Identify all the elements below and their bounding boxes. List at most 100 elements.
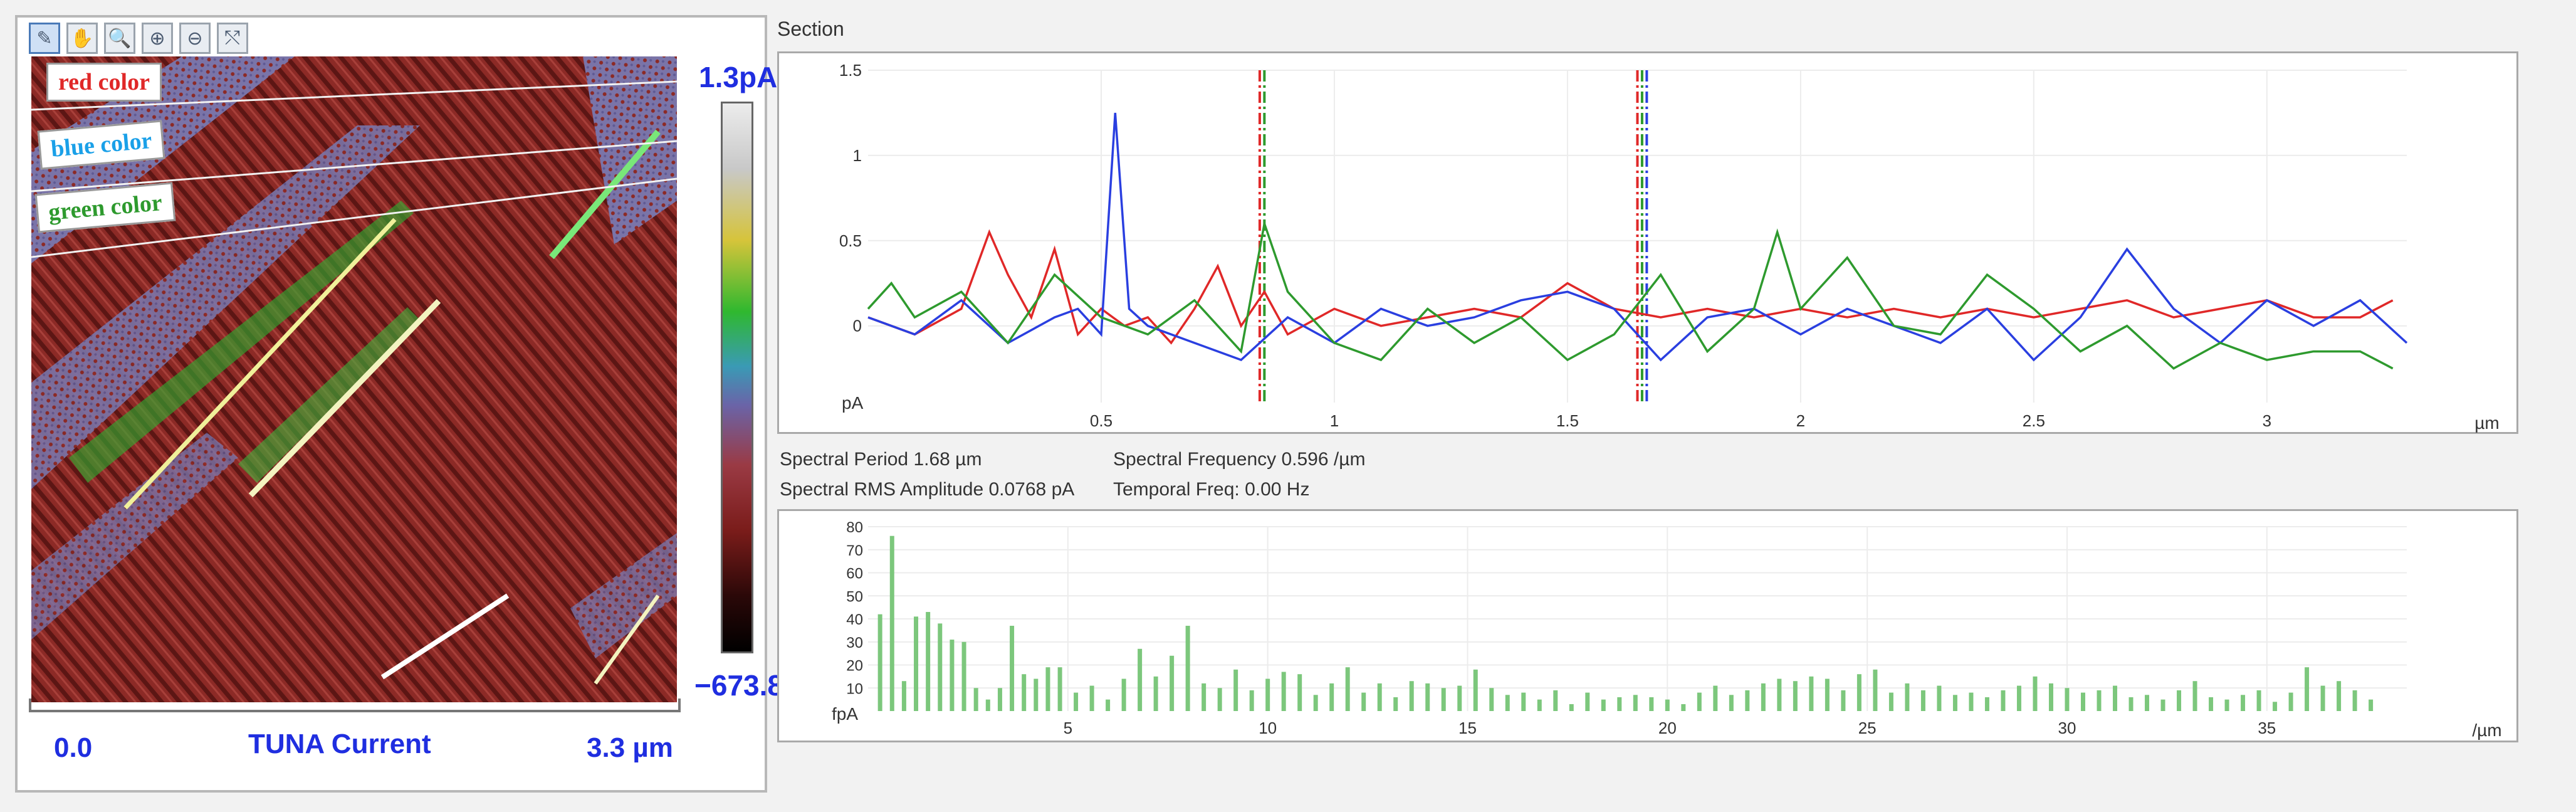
spectrum-bar [1617,697,1622,711]
spectral-frequency: Spectral Frequency 0.596 /µm [1113,449,1366,470]
bright-feature [594,594,660,685]
pan-hand-icon[interactable]: ✋ [66,23,98,54]
x-tick-label: 20 [1658,719,1677,737]
section-title: Section [777,18,844,40]
section-line-red[interactable] [31,80,677,111]
x-tick-label: 2.5 [2023,411,2045,430]
spectrum-bar [1553,690,1558,711]
zoom-out-icon[interactable]: ⊖ [179,23,211,54]
spectrum-bar [973,688,978,711]
spectrum-bar [2288,692,2293,711]
spectrum-bar [1045,667,1050,711]
spectrum-bar [1057,667,1062,711]
spectrum-bar [1841,690,1846,711]
domain-region [583,56,677,245]
colorbar-max-label: 1.3pA [699,61,778,93]
spectrum-bar [1633,695,1638,711]
spectrum-bar [1010,626,1015,711]
spectrum-bar [1537,699,1542,711]
temporal-frequency: Temporal Freq: 0.00 Hz [1113,479,1310,500]
spectrum-bar [1521,692,1526,711]
spectrum-bar [1473,669,1478,711]
zoom-in-icon[interactable]: ⊕ [142,23,173,54]
spectrum-bar [914,616,919,711]
spectrum-bar [1249,690,1254,711]
y-tick-label: 40 [846,611,863,628]
y-tick-label: 70 [846,542,863,559]
spectrum-bar [1809,676,1814,711]
bright-feature [123,218,397,510]
spectrum-bar [1920,690,1925,711]
spectrum-bar [926,611,931,711]
spectrum-bar [2320,685,2325,711]
image-toolbar: ✎ ✋ 🔍 ⊕ ⊖ ⤲ [29,23,248,55]
spectrum-bar [961,641,966,711]
y-axis-label: pA [842,393,864,413]
spectrum-bar [1138,648,1143,711]
section-line-green[interactable] [31,177,677,258]
x-tick-label: 35 [2258,719,2276,737]
spectrum-bar [2001,690,2006,711]
spectrum-bar [2273,702,2278,711]
series-line-blue [867,112,2408,362]
y-tick-label: 1.5 [839,61,862,80]
spectrum-bar [1089,685,1094,711]
y-tick-label: 20 [846,658,863,675]
spectrum-bar [2016,685,2021,711]
y-tick-label: 80 [846,519,863,536]
spectrum-bar [1361,692,1366,711]
spectrum-bar [950,640,955,711]
spectrum-bar [1777,678,1782,711]
spectrum-bar [1409,681,1414,711]
y-tick-label: 1 [853,146,862,165]
bright-feature [380,593,510,680]
cursor-icon[interactable]: ⤲ [217,23,248,54]
spectrum-bar [2352,690,2357,711]
spectrum-bar [1745,690,1750,711]
x-tick-label: 15 [1458,719,1477,737]
y-tick-label: 30 [846,635,863,651]
spectrum-bar [1761,683,1766,711]
y-tick-label: 50 [846,588,863,605]
scale-start: 0.0 [54,732,93,763]
bright-feature [248,298,441,498]
x-tick-label: 5 [1064,719,1072,737]
spectrum-bar [1697,692,1702,711]
spectrum-bar [1202,683,1207,711]
spectrum-bar [1489,688,1494,711]
bright-feature [549,129,661,260]
spectrum-bar [2369,699,2374,711]
spectrum-bar [1649,697,1654,711]
spectrum-bar [2048,683,2053,711]
spectrum-bar [1329,683,1334,711]
spectrum-bar [2209,697,2214,711]
spectrum-bar [889,535,894,711]
x-tick-label: 1.5 [1556,411,1579,430]
spectrum-chart[interactable]: 5 10 15 20 25 30 35 10 20 30 40 50 60 70 80 fpA/µm [777,509,2518,742]
domain-region [238,307,420,483]
spectrum-bar [1425,683,1430,711]
spectrum-bar [997,688,1002,711]
x-tick-label: 3 [2263,411,2271,430]
series-line-red [867,229,2394,345]
section-profile-chart[interactable]: 0.5 1 1.5 2 2.5 3 0 0.5 1 1.5 pA µm [777,51,2518,434]
section-line-blue[interactable] [31,140,677,192]
spectrum-bar [2145,695,2150,711]
spectrum-bar [1665,699,1670,711]
x-axis-label: /µm [2472,720,2501,740]
spectrum-bar [1441,688,1446,711]
pencil-icon[interactable]: ✎ [29,23,60,54]
spectrum-bar [985,699,990,711]
spectrum-bar [1505,695,1510,711]
spectrum-bar [938,623,943,711]
spectrum-bar [2241,695,2246,711]
spectrum-bar [1793,681,1798,711]
spectrum-bar [1729,695,1734,711]
spectrum-bar [2160,699,2165,711]
domain-region [31,433,238,640]
spectrum-bar [1585,692,1590,711]
zoom-icon[interactable]: 🔍 [104,23,135,54]
spectrum-bar [1952,695,1957,711]
afm-current-image[interactable] [31,56,677,702]
spectrum-bar [2113,685,2118,711]
